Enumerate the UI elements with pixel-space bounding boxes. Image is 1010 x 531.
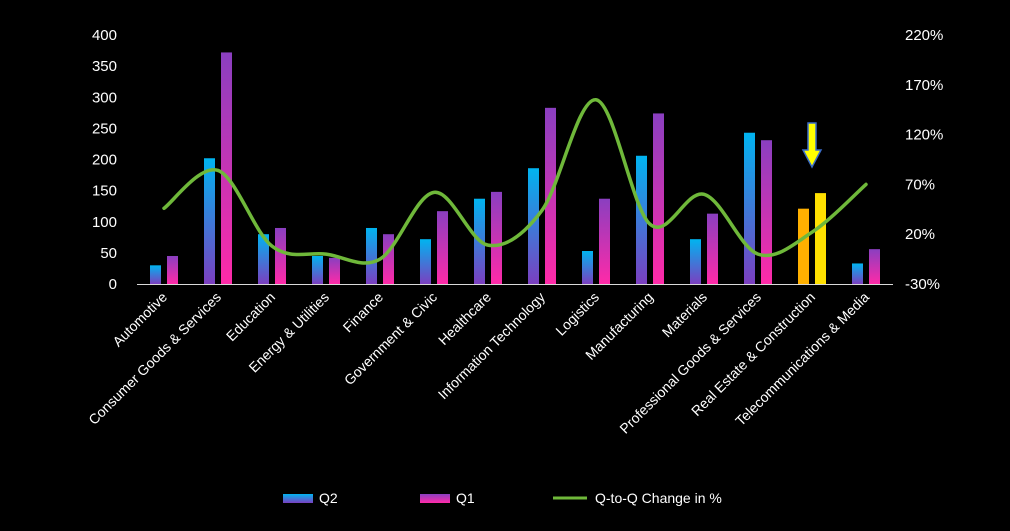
category-label: Information Technology bbox=[435, 289, 548, 402]
y-tick-label: 350 bbox=[92, 58, 117, 75]
y-tick-label: 200 bbox=[92, 152, 117, 169]
category-label: Finance bbox=[340, 289, 387, 336]
y2-tick-label: -30% bbox=[905, 276, 940, 293]
highlight-arrow-group bbox=[801, 122, 823, 169]
bar-q1 bbox=[491, 191, 502, 284]
bar-q2 bbox=[150, 265, 161, 284]
right-axis: -30% 20% 70% 120% 170% 220% bbox=[905, 27, 943, 293]
change-line-group bbox=[162, 97, 868, 265]
y-tick-label: 300 bbox=[92, 89, 117, 106]
bar-q2 bbox=[636, 155, 647, 284]
legend-swatch-q2 bbox=[283, 494, 313, 503]
y2-tick-label: 20% bbox=[905, 226, 935, 243]
y2-tick-label: 170% bbox=[905, 77, 943, 94]
bar-q2 bbox=[744, 132, 755, 284]
bar-q1 bbox=[599, 198, 610, 284]
bar-q1 bbox=[383, 234, 394, 284]
category-label: Logistics bbox=[552, 289, 602, 339]
legend-label: Q-to-Q Change in % bbox=[595, 490, 722, 506]
y2-tick-label: 120% bbox=[905, 127, 943, 144]
left-axis: 0 50 100 150 200 250 300 350 400 bbox=[92, 27, 893, 293]
y-tick-label: 400 bbox=[92, 27, 117, 44]
legend-label: Q2 bbox=[319, 490, 338, 506]
bar-q2 bbox=[366, 227, 377, 284]
category-label: Government & Civic bbox=[341, 289, 440, 388]
down-arrow-icon bbox=[801, 122, 823, 169]
bar-q2 bbox=[420, 239, 431, 284]
bar-q2 bbox=[582, 251, 593, 284]
bar-q1 bbox=[653, 113, 664, 284]
bar-q2 bbox=[312, 255, 323, 284]
bar-q1 bbox=[329, 257, 340, 284]
bar-q2 bbox=[690, 239, 701, 284]
legend-label: Q1 bbox=[456, 490, 475, 506]
bar-q2 bbox=[852, 263, 863, 284]
bar-q1 bbox=[815, 193, 826, 284]
y-tick-label: 50 bbox=[100, 245, 117, 262]
bars-group bbox=[150, 52, 880, 285]
bar-q2 bbox=[258, 234, 269, 284]
y2-tick-label: 70% bbox=[905, 176, 935, 193]
bar-q1 bbox=[275, 227, 286, 284]
y-tick-label: 150 bbox=[92, 183, 117, 200]
category-label: Materials bbox=[659, 289, 710, 340]
bar-q2 bbox=[798, 208, 809, 284]
legend: Q2 Q1 Q-to-Q Change in % bbox=[283, 490, 722, 506]
bar-q2 bbox=[528, 168, 539, 284]
y-tick-label: 250 bbox=[92, 120, 117, 137]
bar-q1 bbox=[707, 213, 718, 284]
bar-q2 bbox=[204, 158, 215, 284]
bar-q1 bbox=[437, 211, 448, 284]
bar-q1 bbox=[761, 140, 772, 284]
category-label: Education bbox=[223, 289, 278, 344]
change-line bbox=[162, 97, 868, 265]
legend-swatch-q1 bbox=[420, 494, 450, 503]
bar-q1 bbox=[167, 255, 178, 284]
y-tick-label: 100 bbox=[92, 214, 117, 231]
y2-tick-label: 220% bbox=[905, 27, 943, 44]
y-tick-label: 0 bbox=[109, 276, 117, 293]
bar-q1 bbox=[221, 52, 232, 285]
bar-q1 bbox=[869, 249, 880, 284]
